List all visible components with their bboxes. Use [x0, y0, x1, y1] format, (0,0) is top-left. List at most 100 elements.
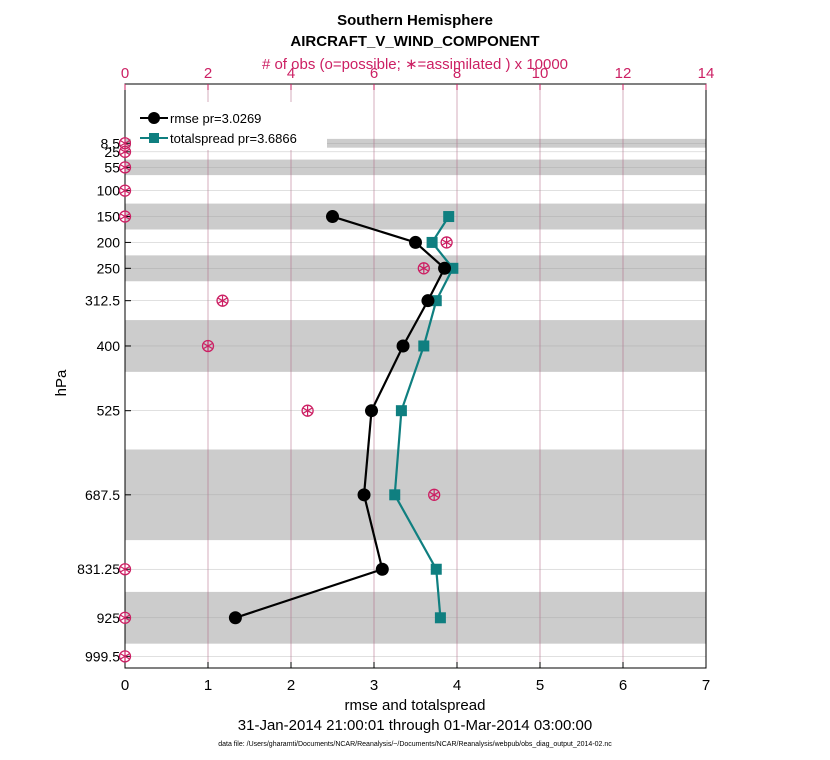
totalspread-point	[389, 489, 401, 501]
totalspread-point	[430, 563, 442, 575]
totalspread-point	[434, 612, 446, 624]
rmse-point	[365, 404, 379, 418]
obs-possible-marker	[118, 161, 132, 174]
obs-asterisk-stroke	[441, 239, 452, 246]
obs-asterisk-stroke	[217, 297, 228, 304]
obs-possible-marker	[301, 404, 314, 417]
obs-assimilated-marker	[120, 612, 130, 623]
obs-assimilated-marker	[120, 146, 130, 157]
plot-frame	[124, 83, 707, 669]
obs-possible-marker	[118, 145, 132, 158]
obs-asterisk-stroke	[120, 653, 130, 660]
level-bands	[125, 138, 706, 644]
obs-possible-marker	[428, 488, 441, 501]
obs-possible-marker	[201, 339, 215, 353]
obs-assimilated-marker	[441, 237, 452, 248]
top-tick-label: 6	[370, 65, 378, 82]
totalspread-point	[418, 340, 430, 352]
obs-possible-marker	[118, 184, 132, 197]
top-tick-label: 2	[204, 65, 212, 82]
obs-assimilated-marker	[302, 405, 313, 416]
obs-possible-marker	[118, 611, 132, 624]
totalspread-point	[443, 211, 455, 223]
top-tick-label: 14	[698, 65, 715, 82]
legend: rmse pr=3.0269 totalspread pr=3.6866	[131, 102, 327, 150]
obs-assimilated-marker	[120, 185, 130, 196]
y-tick-label: 831.25	[77, 561, 120, 577]
obs-asterisk-stroke	[120, 187, 130, 194]
obs-possible-marker	[118, 210, 132, 223]
rmse-point	[438, 261, 452, 275]
x-tick-label: 6	[619, 677, 627, 694]
top-tick-label: 12	[615, 65, 632, 82]
obs-assimilated-marker	[120, 564, 130, 575]
obs-asterisk-stroke	[429, 491, 439, 498]
obs-asterisk-stroke	[120, 213, 130, 220]
x-tick-label: 7	[702, 677, 710, 694]
totalspread-point	[395, 405, 407, 417]
legend-rmse-label: rmse pr=3.0269	[170, 111, 261, 126]
obs-possible-marker	[118, 650, 132, 663]
obs-assimilated-marker	[217, 295, 228, 306]
y-tick-label: 55	[104, 159, 120, 175]
obs-assimilated-marker	[429, 489, 439, 500]
rmse-point	[409, 235, 422, 249]
top-axis-label: # of obs (o=possible; ∗=assimilated ) x …	[262, 56, 568, 73]
rmse-point	[326, 210, 339, 224]
y-tick-label: 312.5	[85, 293, 120, 309]
rmse-point	[421, 294, 435, 308]
y-tick-label: 150	[97, 209, 121, 225]
top-tick-label: 4	[287, 65, 295, 82]
x-axis-label: rmse and totalspread	[345, 697, 486, 714]
legend-rmse-marker	[148, 112, 160, 124]
obs-asterisk-stroke	[120, 140, 130, 147]
obs-asterisk-stroke	[203, 342, 213, 349]
series-layer	[228, 210, 459, 625]
chart-subtitle: AIRCRAFT_V_WIND_COMPONENT	[290, 33, 539, 50]
rmse-point	[357, 488, 371, 502]
y-tick-label: 8.5	[101, 135, 121, 151]
chart-title: Southern Hemisphere	[337, 12, 493, 29]
x-tick-label: 2	[287, 677, 295, 694]
obs-markers	[118, 137, 453, 663]
obs-possible-marker	[440, 236, 453, 249]
x-tick-label: 5	[536, 677, 544, 694]
obs-asterisk-stroke	[120, 148, 130, 155]
totalspread-point	[426, 236, 438, 248]
top-tick-label: 0	[121, 65, 129, 82]
obs-possible-marker	[216, 294, 229, 307]
y-tick-label: 525	[97, 403, 121, 419]
obs-asterisk-stroke	[120, 614, 130, 621]
rmse-point	[396, 339, 410, 353]
rmse-point	[375, 562, 389, 576]
footnote: data file: /Users/gharamti/Documents/NCA…	[218, 741, 612, 748]
y-tick-label: 925	[97, 610, 121, 626]
top-tick-label: 8	[453, 65, 461, 82]
obs-assimilated-marker	[419, 263, 429, 274]
legend-spread-marker	[149, 133, 159, 143]
x-tick-label: 3	[370, 677, 378, 694]
date-range: 31-Jan-2014 21:00:01 through 01-Mar-2014…	[238, 717, 592, 734]
obs-assimilated-marker	[120, 162, 130, 173]
y-tick-label: 687.5	[85, 487, 120, 503]
obs-assimilated-marker	[203, 340, 213, 351]
legend-spread-label: totalspread pr=3.6866	[170, 131, 297, 146]
y-tick-label: 999.5	[85, 648, 120, 664]
y-tick-label: 200	[97, 234, 121, 250]
y-axis-label: hPa	[53, 369, 70, 396]
obs-asterisk-stroke	[302, 407, 313, 414]
obs-asterisk-stroke	[120, 566, 130, 573]
y-tick-label: 25	[104, 144, 120, 160]
y-tick-label: 250	[97, 260, 121, 276]
x-tick-label: 1	[204, 677, 212, 694]
axis-ticks: 0 1 2 3 4 5 6 70 2 4 6 8 10 12 148.5255510015020025031…	[77, 65, 714, 694]
obs-possible-marker	[118, 563, 132, 576]
y-tick-label: 100	[97, 183, 121, 199]
x-tick-label: 0	[121, 677, 129, 694]
obs-asterisk-stroke	[419, 265, 429, 272]
obs-assimilated-marker	[120, 651, 130, 662]
obs-possible-marker	[417, 262, 430, 275]
obs-asterisk-stroke	[120, 164, 130, 171]
totalspread-point	[447, 262, 459, 274]
